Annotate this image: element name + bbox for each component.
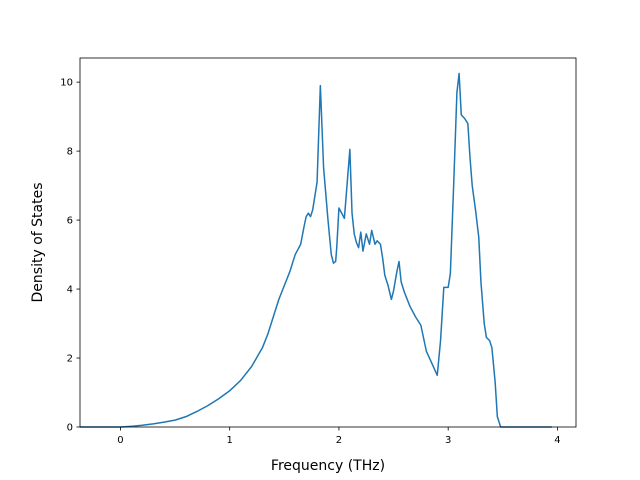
y-tick-label: 8	[67, 147, 73, 158]
x-tick-label: 0	[117, 435, 123, 446]
y-tick-label: 6	[67, 216, 73, 227]
y-tick-label: 2	[67, 354, 73, 365]
y-tick-label: 10	[60, 78, 73, 89]
y-tick-label: 4	[67, 285, 73, 296]
x-tick-label: 1	[226, 435, 232, 446]
x-tick-label: 4	[554, 435, 560, 446]
series-line-0	[80, 72, 552, 428]
x-axis-label: Frequency (THz)	[271, 458, 385, 474]
y-tick-label: 0	[67, 423, 73, 434]
x-axis-ticks: 0 1 2 3 4	[117, 427, 561, 446]
x-tick-label: 3	[445, 435, 451, 446]
x-tick-label: 2	[336, 435, 342, 446]
y-axis-label: Density of States	[30, 183, 46, 303]
axes-frame	[79, 57, 577, 428]
plot-area	[80, 72, 552, 428]
y-axis-ticks: 0 2 4 6 8 10	[60, 78, 80, 434]
